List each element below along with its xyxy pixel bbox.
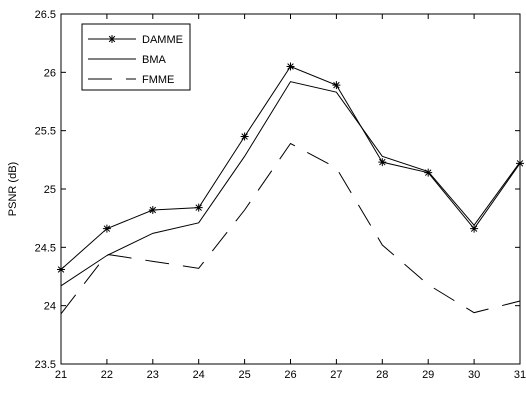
series-line-fmme (60, 142, 521, 315)
x-tick-label: 22 (101, 369, 113, 381)
x-tick-label: 21 (55, 369, 67, 381)
x-tick-label: 26 (284, 369, 296, 381)
y-tick-label: 23.5 (35, 359, 56, 371)
y-tick-label: 25.5 (35, 126, 56, 138)
y-tick-label: 24 (44, 301, 56, 313)
x-tick-label: 23 (147, 369, 159, 381)
legend: DAMME BMA FMME (81, 23, 191, 91)
series-point-damme (332, 81, 341, 90)
series-point-damme (194, 203, 203, 212)
series-point-damme (240, 132, 249, 141)
y-axis-label: PSNR (dB) (7, 162, 19, 216)
y-tick-label: 26 (44, 67, 56, 79)
y-tick-label: 24.5 (35, 242, 56, 254)
x-tick-label: 29 (422, 369, 434, 381)
series-point-damme (378, 158, 387, 167)
series-point-damme (102, 224, 111, 233)
x-tick-label: 27 (330, 369, 342, 381)
legend-label-fmme: FMME (142, 74, 174, 86)
series-point-damme (57, 265, 65, 274)
x-tick-label: 25 (238, 369, 250, 381)
x-tick-label: 31 (514, 369, 526, 381)
legend-marker-damme (108, 35, 116, 43)
legend-label-bma: BMA (142, 54, 167, 66)
x-tick-label: 24 (193, 369, 205, 381)
x-tick-label: 30 (468, 369, 480, 381)
series-line-bma (60, 81, 521, 287)
series-point-damme (424, 168, 433, 177)
series-point-damme (286, 62, 295, 71)
series-point-damme (148, 206, 157, 214)
y-tick-label: 26.5 (35, 9, 56, 21)
legend-label-damme: DAMME (142, 34, 183, 46)
y-tick-label: 25 (44, 184, 56, 196)
series-point-damme (470, 224, 479, 233)
series-point-damme (516, 159, 524, 168)
x-tick-label: 28 (376, 369, 388, 381)
